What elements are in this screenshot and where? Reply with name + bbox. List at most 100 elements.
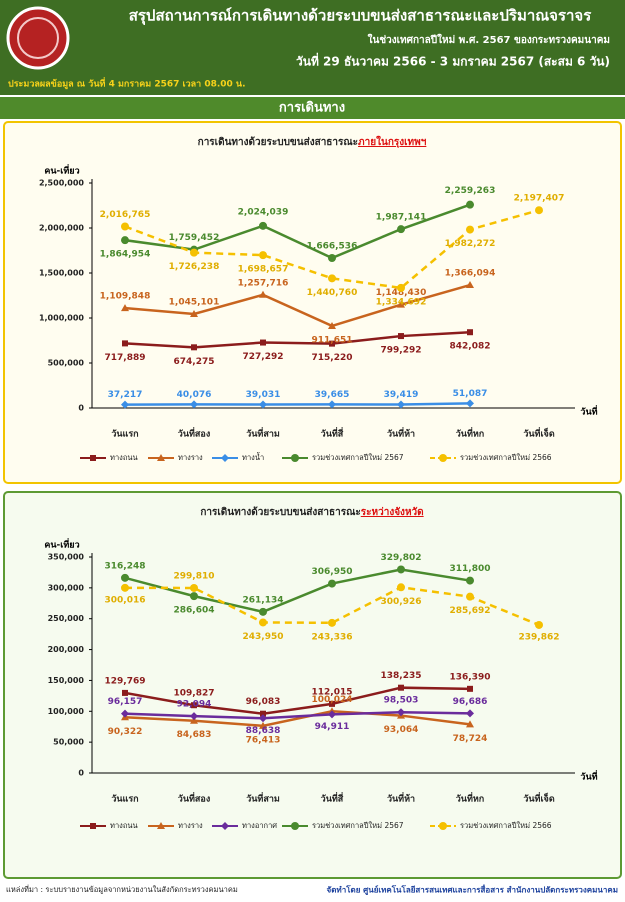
value-label: 1,366,094 (445, 269, 496, 279)
value-label: 2,016,765 (100, 210, 151, 220)
marker (259, 607, 267, 616)
x-tick-label: วันแรก (111, 429, 138, 440)
value-label: 300,016 (105, 595, 146, 605)
value-label: 1,698,657 (238, 265, 289, 275)
y-tick-label: 150,000 (48, 676, 85, 685)
value-label: 842,082 (450, 342, 491, 352)
logo-ring (17, 17, 59, 59)
legend-label: รวมช่วงเทศกาลปีใหม่ 2566 (460, 453, 552, 462)
chart-box-1 (3, 121, 622, 484)
chart-title-main: การเดินทางด้วยระบบขนส่งสาธารณะ (200, 506, 360, 518)
marker (260, 339, 266, 346)
x-tick-label: วันที่หก (456, 427, 485, 440)
marker (397, 708, 405, 717)
marker (397, 565, 405, 574)
marker (190, 248, 198, 257)
marker (121, 583, 129, 592)
value-label: 2,024,039 (238, 207, 289, 217)
x-axis-label: วันที่ (580, 405, 597, 418)
marker (190, 592, 198, 601)
value-label: 2,197,407 (514, 194, 565, 204)
chart-title-highlight: ภายในกรุงเทพฯ (358, 135, 427, 148)
header-title: สรุปสถานการณ์การเดินทางด้วยระบบขนส่งสาธา… (129, 7, 593, 26)
legend-marker (157, 454, 165, 461)
value-label: 90,322 (108, 727, 143, 737)
marker (121, 304, 129, 312)
marker (259, 221, 267, 230)
value-label: 2,259,263 (445, 186, 496, 196)
marker (121, 236, 129, 245)
marker (328, 579, 336, 588)
marker (259, 714, 267, 723)
value-label: 674,275 (174, 357, 215, 367)
legend-label: รวมช่วงเทศกาลปีใหม่ 2566 (460, 821, 552, 830)
y-tick-label: 500,000 (48, 359, 85, 368)
value-label: 1,982,272 (445, 239, 496, 249)
legend-marker (221, 822, 229, 830)
marker (466, 576, 474, 585)
marker (397, 300, 405, 308)
legend-label: ทางอากาศ (242, 821, 277, 830)
y-tick-label: 350,000 (48, 553, 85, 562)
marker (259, 290, 267, 298)
value-label: 136,390 (450, 672, 491, 682)
marker (191, 702, 197, 709)
legend-marker (90, 823, 96, 829)
marker (466, 225, 474, 234)
marker (398, 684, 404, 691)
value-label: 1,864,954 (100, 250, 151, 260)
x-tick-label: วันที่เจ็ด (523, 792, 554, 805)
chart-title: การเดินทางด้วยระบบขนส่งสาธารณะภายในกรุงเ… (198, 135, 427, 148)
marker (259, 618, 267, 627)
legend-marker (439, 454, 447, 462)
marker (121, 573, 129, 582)
series-line (124, 710, 471, 728)
header-subtitle: ในช่วงเทศกาลปีใหม่ พ.ศ. 2567 ของกระทรวงค… (368, 33, 610, 46)
marker (121, 709, 129, 718)
legend-label: รวมช่วงเทศกาลปีใหม่ 2567 (312, 453, 404, 462)
value-label: 299,810 (174, 571, 215, 581)
chart-title: การเดินทางด้วยระบบขนส่งสาธารณะระหว่างจัง… (200, 506, 423, 518)
marker (191, 344, 197, 351)
series-line (124, 710, 471, 720)
marker (122, 340, 128, 347)
marker (259, 400, 267, 409)
series-line (124, 330, 471, 349)
value-label: 39,031 (246, 390, 281, 400)
x-tick-label: วันที่สอง (178, 427, 210, 440)
value-label: 715,220 (312, 353, 353, 363)
value-label: 717,889 (105, 353, 146, 363)
value-label: 92,094 (177, 700, 212, 710)
legend-label: รวมช่วงเทศกาลปีใหม่ 2567 (312, 821, 404, 830)
series-line (124, 402, 471, 406)
legend-label: ทางราง (178, 453, 203, 462)
marker (121, 400, 129, 409)
value-label: 51,087 (453, 389, 488, 399)
value-label: 40,076 (177, 390, 212, 400)
value-label: 300,926 (381, 597, 422, 607)
value-label: 39,419 (384, 390, 419, 400)
marker (466, 200, 474, 209)
value-label: 1,257,716 (238, 278, 289, 288)
series-line (124, 568, 471, 614)
marker (329, 700, 335, 707)
legend-label: ทางถนน (110, 821, 138, 830)
value-label: 1,148,430 (376, 288, 427, 298)
marker (466, 281, 474, 289)
marker (190, 716, 198, 724)
x-tick-label: วันแรก (111, 794, 138, 805)
marker (259, 721, 267, 729)
y-tick-label: 0 (78, 769, 84, 778)
y-tick-label: 1,500,000 (39, 269, 84, 278)
marker (466, 720, 474, 728)
y-tick-label: 100,000 (48, 707, 85, 716)
marker (329, 340, 335, 347)
y-tick-label: 0 (78, 404, 84, 413)
value-label: 1,045,101 (169, 297, 220, 307)
value-label: 98,503 (384, 696, 419, 706)
value-label: 76,413 (246, 735, 281, 745)
x-tick-label: วันที่สี่ (321, 427, 344, 440)
marker (328, 274, 336, 283)
y-axis-label: คน-เที่ยว (44, 538, 79, 551)
value-label: 93,064 (384, 725, 419, 735)
